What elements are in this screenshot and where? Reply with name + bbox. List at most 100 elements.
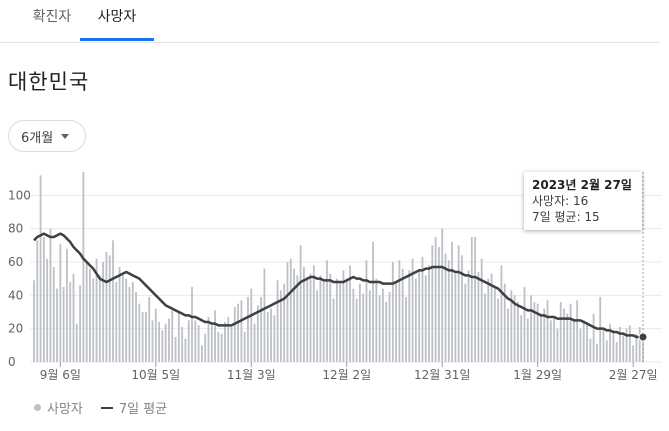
- death-bar: [342, 270, 345, 362]
- death-bar: [355, 298, 358, 362]
- death-bar: [46, 258, 49, 362]
- death-bar: [470, 237, 473, 362]
- death-bar: [635, 333, 638, 362]
- death-bar: [451, 242, 453, 362]
- y-tick-label: 60: [8, 255, 23, 269]
- death-bar: [566, 313, 569, 362]
- death-bar: [530, 295, 532, 362]
- death-bar: [56, 288, 58, 362]
- death-bar: [395, 282, 398, 362]
- chart-legend: 사망자 7일 평균: [34, 398, 167, 417]
- death-bar: [224, 322, 226, 362]
- period-dropdown[interactable]: 6개월: [8, 120, 86, 152]
- death-bar: [437, 247, 440, 362]
- death-bar: [523, 287, 526, 362]
- death-bar: [533, 302, 536, 362]
- average-line: [33, 232, 643, 339]
- death-bar: [391, 262, 394, 362]
- death-bar: [339, 282, 342, 362]
- death-bar: [217, 332, 220, 362]
- tab-deaths[interactable]: 사망자: [97, 9, 137, 25]
- death-bar: [194, 320, 197, 362]
- death-bar: [513, 295, 516, 362]
- death-bar: [480, 258, 483, 362]
- death-bar: [82, 172, 85, 362]
- death-bar: [398, 260, 401, 362]
- region-title: 대한민국: [8, 70, 90, 94]
- death-bar: [243, 332, 246, 362]
- death-bar: [477, 272, 480, 362]
- death-bar: [589, 338, 592, 362]
- death-bar: [526, 318, 529, 362]
- death-bar: [500, 265, 503, 362]
- death-bar: [507, 308, 509, 362]
- death-bar: [362, 293, 365, 362]
- death-bar: [299, 245, 302, 362]
- death-bar: [382, 288, 384, 362]
- deaths-chart: 0 20 40 60 80 100 9월 6일 10월 5일 11월 3일 12월 2일 12월 3…: [8, 172, 662, 382]
- x-tick-label: 11월 3일: [227, 368, 276, 382]
- death-bar: [164, 323, 167, 362]
- death-bar: [352, 288, 355, 362]
- death-bar: [121, 275, 124, 362]
- death-bar: [345, 278, 348, 362]
- death-bar: [368, 290, 371, 362]
- death-bar: [52, 267, 55, 362]
- death-bar: [559, 302, 562, 362]
- x-tick-label: 12월 2일: [322, 368, 371, 382]
- tab-cases[interactable]: 확진자: [32, 9, 72, 25]
- death-bar: [487, 278, 490, 362]
- death-bar: [135, 292, 137, 362]
- death-bar: [424, 275, 427, 362]
- death-bar: [312, 265, 315, 362]
- death-bar: [326, 260, 328, 362]
- death-bar: [171, 310, 174, 362]
- death-bar: [467, 270, 470, 362]
- death-bar: [98, 275, 101, 362]
- death-bar: [576, 300, 579, 362]
- death-bar: [378, 295, 381, 362]
- death-bar: [517, 302, 519, 362]
- death-bar: [191, 287, 193, 362]
- death-bar: [59, 243, 62, 362]
- death-bar: [151, 320, 154, 362]
- death-bar: [306, 278, 309, 362]
- death-bar: [303, 267, 305, 362]
- death-bar: [457, 245, 460, 362]
- y-tick-label: 80: [8, 222, 23, 236]
- legend-average-label: 7일 평균: [118, 402, 168, 417]
- death-bar: [622, 335, 625, 362]
- tooltip-deaths: 사망자: 16: [532, 194, 589, 208]
- death-bar: [39, 175, 42, 362]
- death-bar: [49, 228, 52, 362]
- legend-average-marker: [100, 406, 113, 409]
- death-bar: [536, 303, 539, 362]
- death-bar: [276, 280, 279, 362]
- death-bar: [118, 267, 121, 362]
- death-bar: [289, 258, 292, 362]
- death-bar: [279, 290, 282, 362]
- death-bar: [148, 297, 151, 362]
- death-bar: [615, 342, 618, 362]
- death-bar: [214, 310, 216, 362]
- death-bar: [227, 317, 230, 362]
- death-bar: [428, 265, 430, 362]
- death-bar: [108, 255, 111, 362]
- death-bar: [42, 237, 45, 362]
- death-bar: [256, 305, 259, 362]
- death-bar: [503, 283, 506, 362]
- death-bar: [184, 338, 187, 362]
- death-bar: [484, 293, 486, 362]
- death-bar: [62, 287, 65, 362]
- tooltip-date: 2023년 2월 27일: [532, 178, 632, 192]
- death-bar: [319, 275, 322, 362]
- death-bar: [112, 240, 114, 362]
- death-bar: [33, 280, 35, 362]
- death-bar: [520, 315, 523, 362]
- death-bar: [250, 288, 253, 362]
- death-bar: [401, 268, 404, 362]
- death-bar: [546, 300, 549, 362]
- death-bar: [569, 303, 572, 362]
- legend-deaths-label: 사망자: [47, 402, 83, 417]
- death-bar: [131, 282, 134, 362]
